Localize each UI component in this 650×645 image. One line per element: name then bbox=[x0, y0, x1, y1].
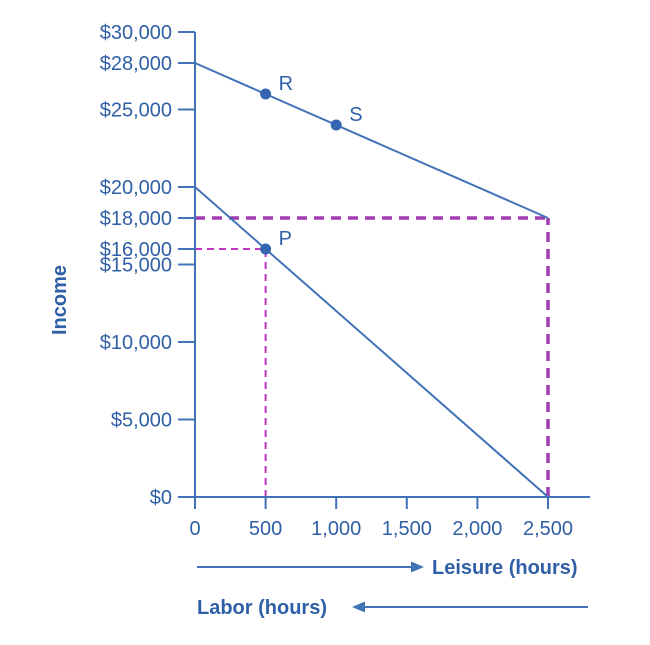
y-tick-label: $0 bbox=[150, 487, 172, 509]
dashed-guides-layer bbox=[195, 216, 550, 497]
y-tick-label: $30,000 bbox=[100, 22, 172, 44]
x-tick-label: 0 bbox=[189, 518, 200, 540]
leisure-axis-label: Leisure (hours) bbox=[432, 557, 578, 579]
x-tick-label: 2,000 bbox=[452, 518, 502, 540]
x-tick-label: 1,000 bbox=[311, 518, 361, 540]
x-tick-label: 1,500 bbox=[382, 518, 432, 540]
data-point-label-R: R bbox=[279, 73, 293, 95]
budget-lines-layer bbox=[194, 62, 549, 498]
data-point-S bbox=[330, 119, 342, 131]
tick-marks-layer bbox=[178, 31, 549, 509]
data-point-label-P: P bbox=[279, 228, 292, 250]
labor-axis-label: Labor (hours) bbox=[197, 597, 327, 619]
lower-budget-line bbox=[194, 186, 549, 498]
x-tick-label: 500 bbox=[249, 518, 282, 540]
y-tick-label: $28,000 bbox=[100, 53, 172, 75]
data-point-label-S: S bbox=[349, 104, 362, 126]
y-tick-label: $10,000 bbox=[100, 332, 172, 354]
labor-axis-caption: Labor (hours) bbox=[197, 597, 588, 619]
y-tick-label: $5,000 bbox=[111, 410, 172, 432]
y-axis-title: Income bbox=[49, 265, 71, 335]
y-tick-label: $25,000 bbox=[100, 100, 172, 122]
x-tick-label: 2,500 bbox=[523, 518, 573, 540]
upper-budget-line bbox=[194, 62, 549, 219]
data-point-R bbox=[260, 88, 272, 100]
tick-labels-layer: $0 $5,000 $10,000 $15,000$16,000 $18,000 $20,… bbox=[100, 22, 573, 540]
y-tick-label: $20,000 bbox=[100, 177, 172, 199]
y-tick-label: $15,000 bbox=[100, 255, 172, 277]
labor-direction-arrowhead-icon bbox=[352, 601, 365, 613]
leisure-axis-caption: Leisure (hours) bbox=[197, 557, 578, 579]
labeled-points-layer: R S P bbox=[260, 73, 363, 255]
y-tick-label: $18,000 bbox=[100, 208, 172, 230]
axes-layer bbox=[194, 32, 590, 498]
y-tick-label: $16,000 bbox=[100, 239, 172, 261]
data-point-P bbox=[260, 243, 272, 255]
leisure-direction-arrowhead-icon bbox=[411, 561, 424, 573]
